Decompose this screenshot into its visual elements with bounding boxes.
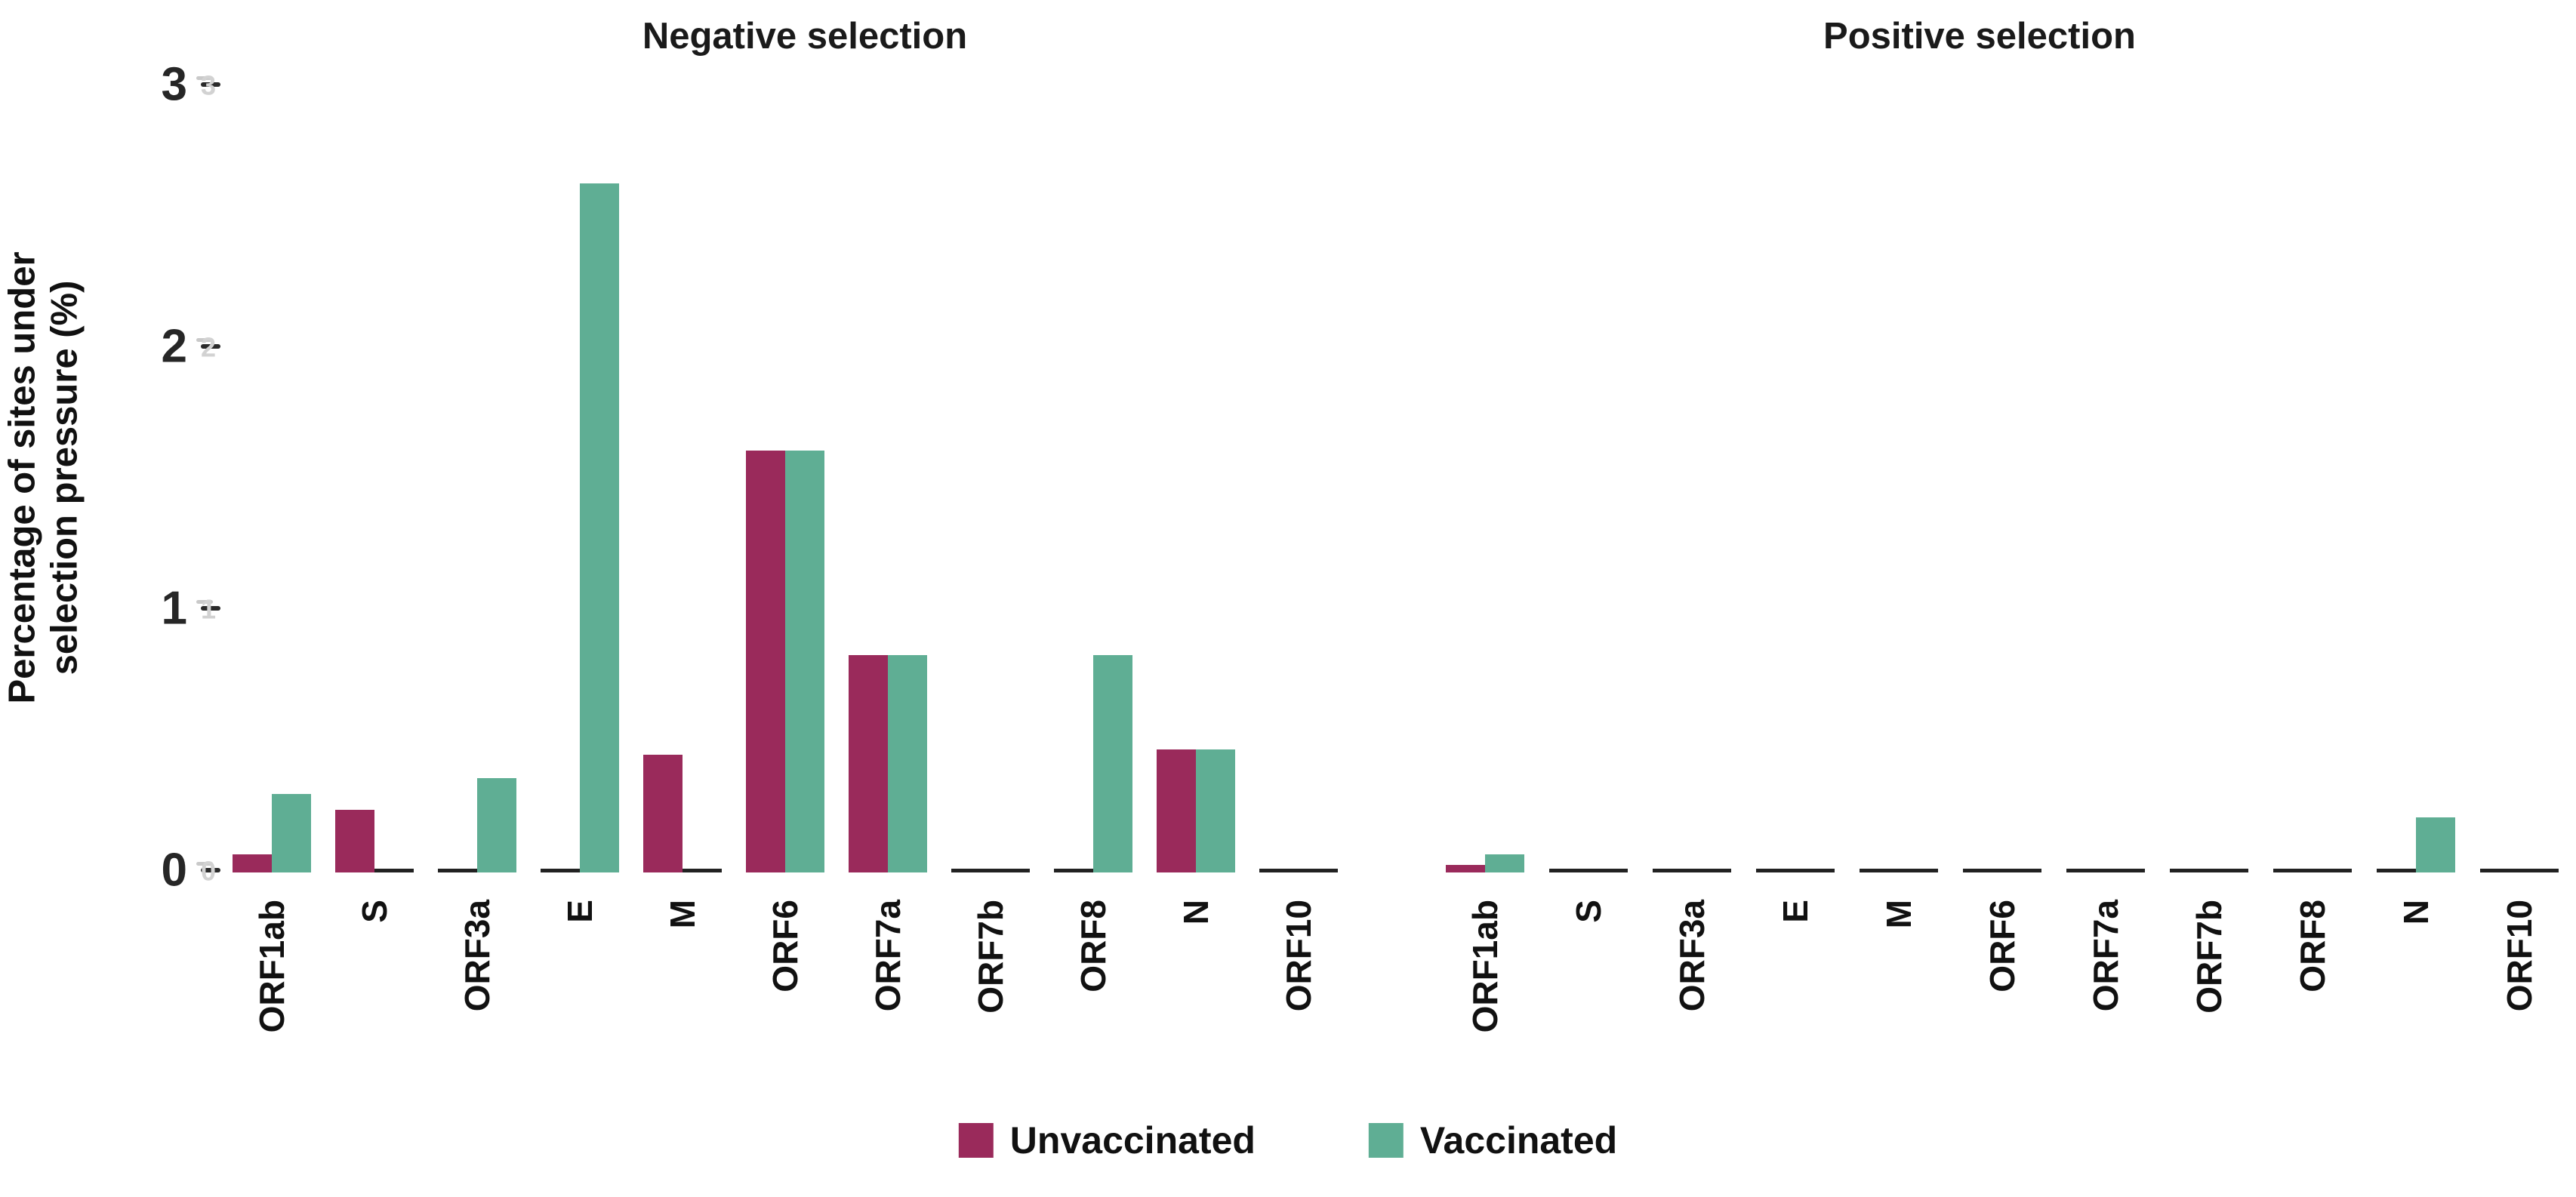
zero-baseline-unvaccinated-n-positive-selection: [2377, 869, 2416, 872]
x-label-orf1ab-negative-selection: ORF1ab: [252, 900, 291, 1033]
zero-baseline-vaccinated-orf7b-negative-selection: [991, 869, 1030, 872]
zero-baseline-unvaccinated-s-positive-selection: [1549, 869, 1588, 872]
x-label-e-negative-selection: E: [560, 900, 599, 923]
bar-vaccinated-e-negative-selection: [580, 183, 619, 872]
y-axis-title: Percentage of sites under selection pres…: [2, 251, 87, 703]
y-tick-mark: [201, 606, 220, 611]
y-tick-mark: [201, 344, 220, 349]
bar-vaccinated-orf8-negative-selection: [1093, 655, 1132, 872]
zero-baseline-unvaccinated-orf3a-negative-selection: [438, 869, 477, 872]
zero-baseline-vaccinated-orf10-negative-selection: [1299, 869, 1338, 872]
panel-title-negative-selection: Negative selection: [642, 16, 968, 57]
zero-baseline-unvaccinated-orf7b-negative-selection: [951, 869, 991, 872]
x-label-e-positive-selection: E: [1776, 900, 1815, 923]
x-label-orf6-negative-selection: ORF6: [766, 900, 805, 992]
bar-unvaccinated-orf1ab-positive-selection: [1446, 865, 1485, 872]
legend-item-vaccinated: Vaccinated: [1368, 1119, 1618, 1162]
bar-vaccinated-n-negative-selection: [1196, 749, 1235, 872]
x-label-orf7b-negative-selection: ORF7b: [971, 900, 1010, 1014]
legend-swatch-vaccinated: [1368, 1123, 1404, 1158]
x-label-orf7a-negative-selection: ORF7a: [868, 900, 907, 1012]
zero-baseline-vaccinated-orf6-positive-selection: [2002, 869, 2041, 872]
legend-label-vaccinated: Vaccinated: [1419, 1119, 1618, 1162]
y-tick-label-echo: 0: [200, 855, 216, 887]
zero-baseline-unvaccinated-orf7a-positive-selection: [2066, 869, 2106, 872]
legend-label-unvaccinated: Unvaccinated: [1009, 1119, 1256, 1162]
y-tick-label-echo: 2: [200, 331, 216, 363]
zero-baseline-vaccinated-orf7b-positive-selection: [2209, 869, 2248, 872]
bar-unvaccinated-orf7a-negative-selection: [849, 655, 888, 872]
zero-baseline-vaccinated-m-negative-selection: [683, 869, 722, 872]
x-label-orf3a-negative-selection: ORF3a: [458, 900, 497, 1012]
zero-baseline-vaccinated-e-positive-selection: [1795, 869, 1835, 872]
x-label-orf1ab-positive-selection: ORF1ab: [1465, 900, 1505, 1033]
zero-baseline-unvaccinated-orf10-negative-selection: [1259, 869, 1299, 872]
y-tick-label-echo: 1: [200, 593, 216, 625]
x-label-orf8-negative-selection: ORF8: [1074, 900, 1113, 992]
y-tick-label: 0: [161, 844, 187, 897]
x-label-orf7a-positive-selection: ORF7a: [2086, 900, 2125, 1012]
zero-baseline-unvaccinated-e-positive-selection: [1756, 869, 1795, 872]
bar-unvaccinated-s-negative-selection: [335, 810, 374, 872]
legend-item-unvaccinated: Unvaccinated: [958, 1119, 1256, 1162]
y-tick-mark-echo: [196, 600, 213, 604]
zero-baseline-vaccinated-orf10-positive-selection: [2519, 869, 2559, 872]
x-label-n-negative-selection: N: [1176, 900, 1216, 925]
x-label-orf3a-positive-selection: ORF3a: [1672, 900, 1712, 1012]
bar-vaccinated-orf1ab-negative-selection: [272, 794, 311, 872]
x-label-s-negative-selection: S: [355, 900, 394, 923]
y-axis-title-line1: Percentage of sites under: [2, 251, 43, 704]
bar-vaccinated-orf3a-negative-selection: [477, 778, 516, 872]
x-label-orf10-negative-selection: ORF10: [1279, 900, 1318, 1012]
zero-baseline-vaccinated-orf8-positive-selection: [2313, 869, 2352, 872]
y-tick-label-echo: 3: [200, 69, 216, 101]
zero-baseline-vaccinated-orf3a-positive-selection: [1692, 869, 1731, 872]
y-tick-mark: [201, 868, 220, 872]
bar-vaccinated-orf7a-negative-selection: [888, 655, 927, 872]
bar-unvaccinated-orf1ab-negative-selection: [233, 854, 272, 872]
zero-baseline-unvaccinated-e-negative-selection: [541, 869, 580, 872]
y-tick-mark-echo: [196, 338, 213, 342]
x-label-m-negative-selection: M: [663, 900, 702, 929]
x-label-m-positive-selection: M: [1879, 900, 1918, 929]
legend-swatch-unvaccinated: [958, 1123, 994, 1158]
zero-baseline-unvaccinated-m-positive-selection: [1860, 869, 1899, 872]
bar-unvaccinated-m-negative-selection: [643, 755, 683, 872]
zero-baseline-unvaccinated-orf8-positive-selection: [2273, 869, 2313, 872]
bar-unvaccinated-n-negative-selection: [1157, 749, 1196, 872]
bar-vaccinated-orf1ab-positive-selection: [1485, 854, 1524, 872]
x-label-orf7b-positive-selection: ORF7b: [2189, 900, 2229, 1014]
zero-baseline-vaccinated-m-positive-selection: [1899, 869, 1938, 872]
x-label-orf6-positive-selection: ORF6: [1983, 900, 2022, 992]
x-label-orf10-positive-selection: ORF10: [2500, 900, 2539, 1012]
zero-baseline-unvaccinated-orf6-positive-selection: [1963, 869, 2002, 872]
zero-baseline-unvaccinated-orf3a-positive-selection: [1653, 869, 1692, 872]
legend: Unvaccinated Vaccinated: [958, 1119, 1618, 1162]
bar-unvaccinated-orf6-negative-selection: [746, 451, 785, 872]
x-label-s-positive-selection: S: [1569, 900, 1608, 923]
zero-baseline-unvaccinated-orf8-negative-selection: [1054, 869, 1093, 872]
x-label-n-positive-selection: N: [2396, 900, 2436, 925]
y-tick-mark-echo: [196, 862, 213, 866]
bar-vaccinated-orf6-negative-selection: [785, 451, 824, 872]
zero-baseline-unvaccinated-orf7b-positive-selection: [2170, 869, 2209, 872]
y-tick-label: 1: [161, 582, 187, 635]
zero-baseline-vaccinated-s-positive-selection: [1588, 869, 1628, 872]
y-tick-label: 2: [161, 320, 187, 373]
y-tick-mark-echo: [196, 76, 213, 80]
y-tick-label: 3: [161, 58, 187, 111]
y-tick-mark: [201, 82, 220, 87]
panel-title-positive-selection: Positive selection: [1823, 16, 2136, 57]
zero-baseline-unvaccinated-orf10-positive-selection: [2480, 869, 2519, 872]
x-label-orf8-positive-selection: ORF8: [2293, 900, 2332, 992]
zero-baseline-vaccinated-orf7a-positive-selection: [2106, 869, 2145, 872]
bar-vaccinated-n-positive-selection: [2416, 817, 2455, 872]
zero-baseline-vaccinated-s-negative-selection: [374, 869, 414, 872]
